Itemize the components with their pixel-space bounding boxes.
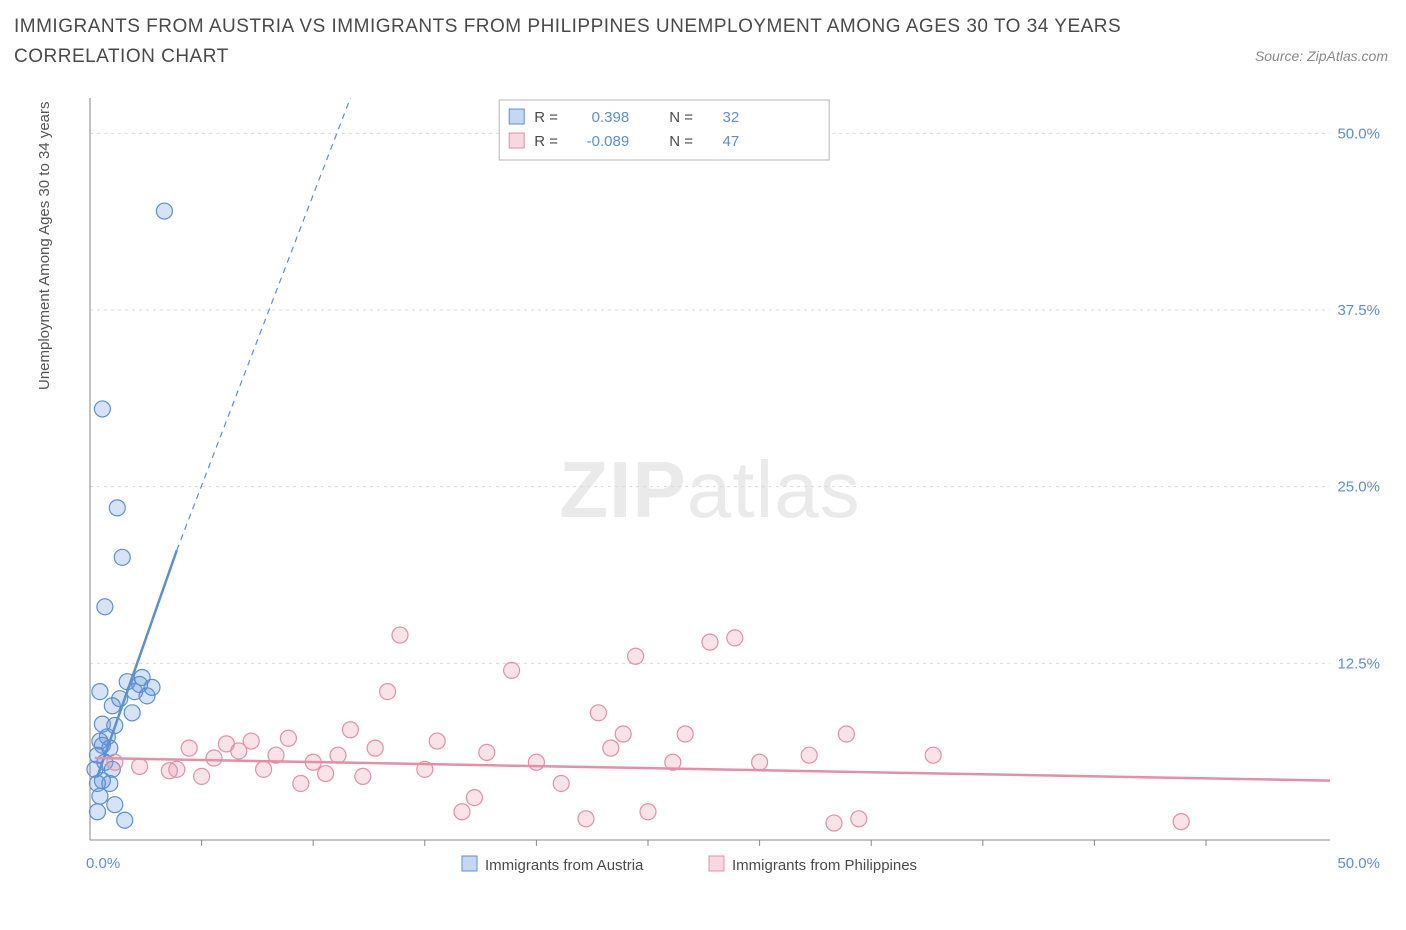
data-point-philippines bbox=[330, 747, 346, 763]
y-axis-title: Unemployment Among Ages 30 to 34 years bbox=[36, 101, 53, 390]
data-point-austria bbox=[97, 599, 113, 615]
data-point-philippines bbox=[702, 634, 718, 650]
data-point-philippines bbox=[603, 740, 619, 756]
legend-r-value-philippines: -0.089 bbox=[587, 133, 630, 150]
data-point-austria bbox=[104, 698, 120, 714]
data-point-philippines bbox=[838, 726, 854, 742]
data-point-austria bbox=[107, 797, 123, 813]
trend-line-philippines bbox=[95, 758, 1330, 781]
legend-r-value-austria: 0.398 bbox=[592, 109, 630, 126]
data-point-philippines bbox=[429, 733, 445, 749]
data-point-philippines bbox=[367, 740, 383, 756]
chart-title: IMMIGRANTS FROM AUSTRIA VS IMMIGRANTS FR… bbox=[14, 12, 1206, 73]
data-point-philippines bbox=[107, 754, 123, 770]
data-point-philippines bbox=[256, 761, 272, 777]
data-point-austria bbox=[94, 401, 110, 417]
y-tick-label: 50.0% bbox=[1337, 125, 1380, 142]
legend-n-value-austria: 32 bbox=[723, 109, 740, 126]
data-point-philippines bbox=[454, 804, 470, 820]
data-point-philippines bbox=[590, 705, 606, 721]
data-point-philippines bbox=[752, 754, 768, 770]
data-point-philippines bbox=[206, 750, 222, 766]
data-point-philippines bbox=[355, 768, 371, 784]
legend-r-label-austria: R = bbox=[534, 109, 558, 126]
data-point-philippines bbox=[169, 761, 185, 777]
data-point-austria bbox=[109, 500, 125, 516]
legend-n-value-philippines: 47 bbox=[723, 133, 740, 150]
scatter-plot-svg: 12.5% 25.0% 37.5% 50.0% 0.0% 50.0% R = 0.398 N =… bbox=[80, 90, 1390, 890]
source-attribution: Source: ZipAtlas.com bbox=[1255, 48, 1388, 64]
data-point-philippines bbox=[553, 775, 569, 791]
data-point-austria bbox=[117, 812, 133, 828]
data-point-austria bbox=[134, 669, 150, 685]
data-point-philippines bbox=[826, 815, 842, 831]
data-point-philippines bbox=[380, 684, 396, 700]
trend-line-austria bbox=[97, 550, 176, 776]
bottom-legend-label-philippines: Immigrants from Philippines bbox=[732, 857, 917, 874]
data-point-philippines bbox=[132, 759, 148, 775]
data-point-philippines bbox=[504, 662, 520, 678]
y-tick-label: 25.0% bbox=[1337, 479, 1380, 496]
data-point-philippines bbox=[181, 740, 197, 756]
data-point-philippines bbox=[194, 768, 210, 784]
data-point-philippines bbox=[578, 811, 594, 827]
y-tick-label: 12.5% bbox=[1337, 655, 1380, 672]
legend-n-label-philippines: N = bbox=[669, 133, 693, 150]
data-point-philippines bbox=[479, 744, 495, 760]
y-tick-label: 37.5% bbox=[1337, 302, 1380, 319]
data-point-philippines bbox=[801, 747, 817, 763]
trend-extension-austria bbox=[177, 98, 351, 550]
legend-n-label-austria: N = bbox=[669, 109, 693, 126]
data-point-austria bbox=[114, 549, 130, 565]
data-point-philippines bbox=[628, 648, 644, 664]
data-point-philippines bbox=[318, 766, 334, 782]
legend-swatch-austria bbox=[509, 109, 524, 124]
data-point-philippines bbox=[727, 630, 743, 646]
plot-area: Unemployment Among Ages 30 to 34 years Z… bbox=[30, 90, 1390, 890]
bottom-legend-swatch-austria bbox=[462, 856, 477, 871]
data-point-philippines bbox=[293, 775, 309, 791]
data-point-philippines bbox=[925, 747, 941, 763]
data-point-austria bbox=[89, 775, 105, 791]
data-point-philippines bbox=[615, 726, 631, 742]
data-point-philippines bbox=[466, 790, 482, 806]
data-point-austria bbox=[156, 203, 172, 219]
data-point-austria bbox=[94, 716, 110, 732]
x-label-max: 50.0% bbox=[1337, 855, 1380, 872]
bottom-legend-label-austria: Immigrants from Austria bbox=[485, 857, 644, 874]
data-point-philippines bbox=[640, 804, 656, 820]
data-point-philippines bbox=[243, 733, 259, 749]
data-point-philippines bbox=[342, 722, 358, 738]
data-point-philippines bbox=[392, 627, 408, 643]
data-point-austria bbox=[89, 804, 105, 820]
data-point-philippines bbox=[851, 811, 867, 827]
data-point-philippines bbox=[280, 730, 296, 746]
data-point-austria bbox=[92, 684, 108, 700]
data-point-philippines bbox=[1173, 814, 1189, 830]
data-point-philippines bbox=[528, 754, 544, 770]
x-label-min: 0.0% bbox=[86, 855, 120, 872]
legend-swatch-philippines bbox=[509, 133, 524, 148]
bottom-legend-swatch-philippines bbox=[709, 856, 724, 871]
data-point-philippines bbox=[677, 726, 693, 742]
legend-r-label-philippines: R = bbox=[534, 133, 558, 150]
data-point-austria bbox=[124, 705, 140, 721]
